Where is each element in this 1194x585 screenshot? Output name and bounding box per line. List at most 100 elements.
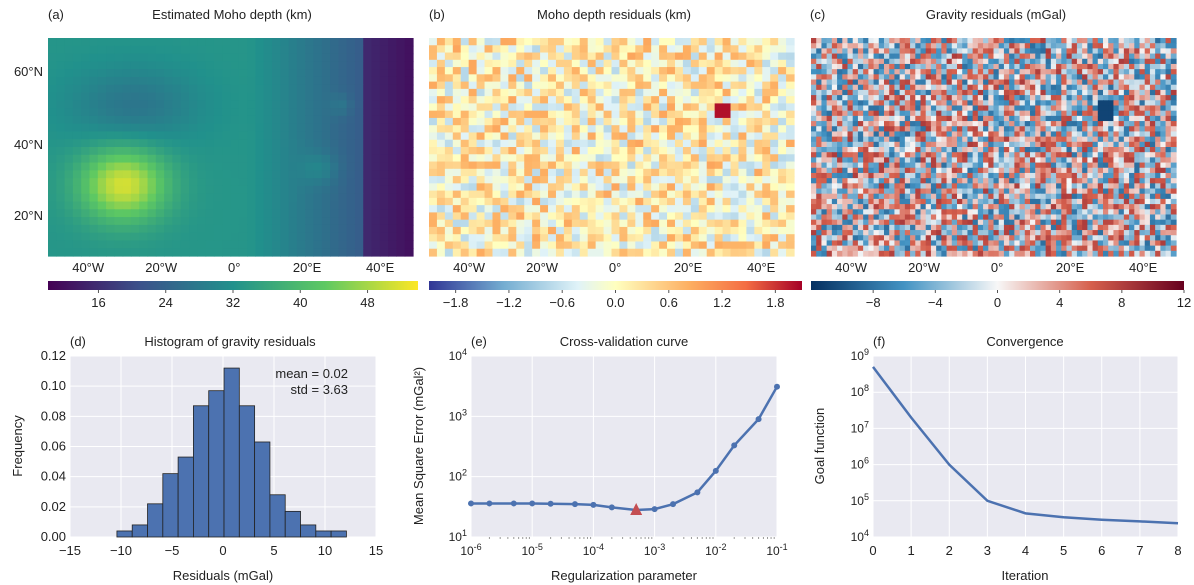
map-cell: [1092, 204, 1099, 210]
map-cell: [714, 248, 724, 257]
map-cell: [941, 136, 948, 143]
map-cell: [873, 178, 880, 184]
map-cell: [1123, 167, 1130, 174]
map-cell: [1160, 115, 1167, 122]
map-cell: [946, 204, 953, 210]
map-cell: [1061, 43, 1068, 49]
map-cell: [1170, 172, 1177, 179]
map-cell: [627, 161, 636, 170]
map-cell: [722, 154, 732, 163]
map-cell: [330, 53, 339, 62]
map-cell: [674, 38, 684, 46]
map-cell: [1149, 53, 1156, 60]
map-cell: [1009, 141, 1015, 148]
map-cell: [1087, 121, 1094, 127]
map-cell: [619, 234, 628, 243]
map-cell: [611, 248, 621, 257]
map-cell: [476, 117, 486, 126]
map-cell: [263, 92, 273, 101]
map-cell: [444, 52, 454, 61]
map-cell: [532, 226, 541, 235]
map-cell: [714, 38, 724, 46]
map-cell: [492, 205, 502, 213]
map-cell: [346, 185, 356, 195]
map-cell: [476, 241, 486, 250]
map-cell: [396, 217, 406, 226]
map-cell: [271, 139, 281, 148]
map-cell: [842, 79, 849, 86]
map-cell: [180, 232, 190, 242]
map-cell: [643, 132, 652, 141]
map-cell: [548, 176, 557, 184]
map-cell: [786, 103, 795, 112]
map-cell: [330, 38, 339, 47]
map-cell: [1134, 38, 1141, 44]
map-cell: [532, 45, 541, 54]
map-cell: [837, 193, 843, 200]
map-cell: [1097, 126, 1104, 133]
map-cell: [1014, 100, 1021, 107]
map-cell: [222, 108, 232, 117]
map-cell: [1160, 48, 1167, 55]
map-cell: [492, 52, 502, 61]
map-cell: [468, 205, 478, 213]
map-cell: [1035, 115, 1042, 122]
map-cell: [89, 115, 99, 125]
map-cell: [555, 117, 565, 126]
map-cell: [444, 197, 454, 206]
map-cell: [930, 79, 937, 86]
map-cell: [122, 185, 132, 195]
map-cell: [884, 147, 890, 153]
map-cell: [563, 248, 573, 257]
map-cell: [920, 95, 927, 101]
map-cell: [516, 88, 525, 97]
map-cell: [951, 131, 958, 138]
map-cell: [230, 185, 240, 195]
colorbar-a-ticks: 16 24 32 40 48: [91, 290, 375, 310]
map-cell: [842, 53, 849, 60]
map-cell: [1040, 63, 1047, 70]
map-cell: [868, 95, 875, 101]
map-cell: [595, 103, 605, 112]
map-cell: [847, 167, 854, 174]
map-cell: [532, 147, 541, 155]
map-cell: [682, 52, 692, 61]
map-cell: [313, 139, 323, 148]
map-cell: [915, 147, 922, 153]
map-cell: [1035, 84, 1042, 91]
map-cell: [762, 117, 771, 126]
map-cell: [321, 69, 331, 78]
map-cell: [674, 234, 684, 243]
map-cell: [1019, 63, 1026, 70]
map-cell: [64, 154, 74, 164]
map-cell: [698, 241, 708, 250]
map-cell: [500, 205, 509, 213]
map-cell: [738, 59, 747, 68]
map-cell: [951, 74, 958, 81]
map-cell: [238, 108, 248, 117]
map-cell: [722, 147, 732, 155]
map-cell: [404, 162, 414, 171]
map-cell: [643, 226, 652, 235]
map-cell: [571, 38, 581, 46]
map-cell: [863, 121, 869, 127]
map-cell: [139, 69, 149, 78]
map-cell: [587, 147, 597, 155]
map-cell: [255, 115, 265, 125]
map-cell: [983, 126, 989, 133]
map-cell: [354, 139, 364, 148]
map-cell: [1160, 38, 1167, 44]
map-cell: [1019, 198, 1026, 205]
map-cell: [288, 61, 298, 70]
map-cell: [651, 96, 660, 104]
map-cell: [532, 197, 541, 206]
map-cell: [778, 81, 787, 90]
map-cell: [1118, 89, 1125, 96]
map-cell: [571, 88, 581, 97]
map-cell: [889, 162, 896, 169]
map-cell: [667, 212, 676, 221]
map-cell: [548, 234, 557, 243]
map-cell: [476, 52, 486, 61]
map-cell: [296, 131, 306, 140]
map-cell: [1097, 121, 1104, 127]
